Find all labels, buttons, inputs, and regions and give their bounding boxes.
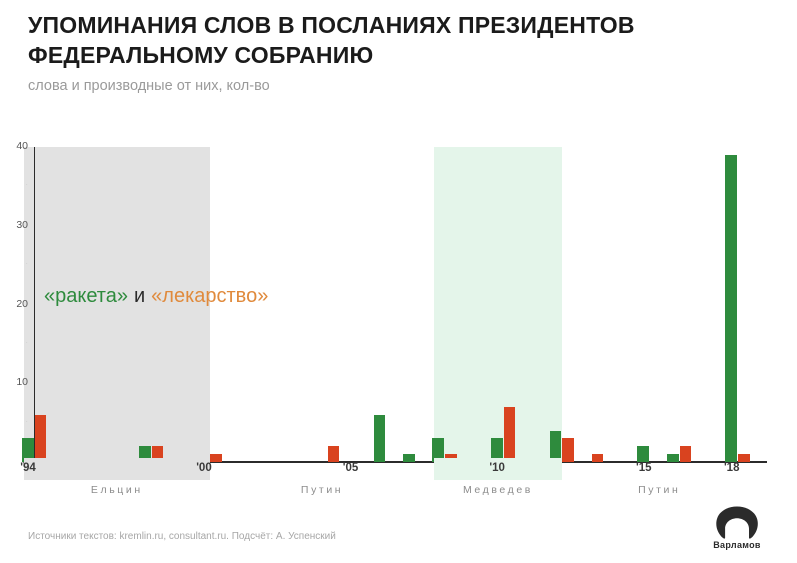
- x-axis-labels: '94 '00 '05 '10 '15 '18: [0, 462, 797, 480]
- plot-area: [21, 147, 767, 462]
- chart-legend: «ракета» и «лекарство»: [44, 285, 268, 308]
- bar-medicine-1994: [34, 414, 47, 462]
- bar-medicine-2000: [210, 454, 223, 462]
- x-axis-tick-label: '05: [342, 462, 359, 474]
- bar-medicine-2010: [503, 406, 516, 462]
- bar-chart: 010203040···· «ракета»и«лекарство»: [0, 135, 797, 475]
- bar-medicine-1998: [151, 446, 164, 462]
- y-axis-minor-tick: ·: [25, 337, 28, 347]
- president-label-путин: Путин: [638, 484, 681, 496]
- bar-rocket-2015: [637, 446, 650, 462]
- y-axis-tick-label: 10: [16, 376, 28, 389]
- bar-medicine-2004: [327, 446, 340, 462]
- legend-conjunction: и: [133, 285, 146, 307]
- y-axis-tick-label: 20: [16, 297, 28, 310]
- x-axis-band-strip: [0, 458, 797, 480]
- chart-subtitle: слова и производные от них, кол-во: [28, 78, 270, 94]
- y-axis-tick-label: 30: [16, 218, 28, 231]
- logo-text: Варламов: [713, 540, 761, 550]
- president-label-путин: Путин: [300, 484, 344, 496]
- president-labels: Ельцин Путин Медведев Путин: [0, 484, 797, 502]
- bar-rocket-2012: [549, 430, 562, 462]
- legend-item-medicine: «лекарство»: [151, 285, 269, 307]
- x-axis-tick-label: '15: [635, 462, 652, 474]
- x-band-strip-медведев: [434, 458, 562, 480]
- y-axis-minor-tick: ·: [25, 259, 28, 269]
- president-label-медведев: Медведев: [462, 484, 533, 496]
- legend-item-rocket: «ракета»: [44, 285, 128, 307]
- chart-footer: Источники текстов: kremlin.ru, consultan…: [28, 531, 548, 542]
- bar-rocket-2007: [402, 454, 415, 462]
- x-axis-line: [34, 461, 767, 463]
- x-band-strip-ельцин: [23, 458, 210, 480]
- y-axis-line: [34, 147, 35, 462]
- bar-rocket-1994: [21, 438, 34, 462]
- y-axis-tick-label: 40: [16, 140, 28, 152]
- bar-rocket-1998: [139, 446, 151, 462]
- president-label-ельцин: Ельцин: [90, 484, 143, 496]
- chart-header: УПОМИНАНИЯ СЛОВ В ПОСЛАНИЯХ ПРЕЗИДЕНТОВ …: [28, 10, 768, 94]
- bar-rocket-2010: [490, 438, 503, 462]
- x-axis-tick-label: '94: [20, 462, 36, 474]
- bar-rocket-2018: [725, 154, 738, 462]
- x-axis-tick-label: '00: [196, 462, 212, 474]
- president-band-медведев: [434, 147, 562, 462]
- varlamov-logo: Варламов: [700, 506, 774, 558]
- x-axis-tick-label: '18: [723, 462, 740, 474]
- page-title: УПОМИНАНИЯ СЛОВ В ПОСЛАНИЯХ ПРЕЗИДЕНТОВ …: [28, 12, 635, 68]
- bar-medicine-2018: [738, 454, 750, 462]
- curly-hair-silhouette-icon: [712, 506, 762, 540]
- bar-rocket-2006: [373, 414, 386, 462]
- bar-rocket-2016: [666, 454, 679, 462]
- y-axis-minor-tick: ·: [25, 416, 28, 426]
- source-note: Источники текстов: kremlin.ru, consultan…: [28, 531, 336, 542]
- bar-medicine-2013: [591, 454, 604, 462]
- bar-rocket-2008: [432, 438, 444, 462]
- y-axis-minor-tick: ·: [25, 180, 28, 190]
- bar-medicine-2016: [679, 446, 692, 462]
- x-axis-tick-label: '10: [489, 462, 505, 474]
- president-band-ельцин: [23, 147, 210, 462]
- bar-medicine-2012: [562, 438, 574, 462]
